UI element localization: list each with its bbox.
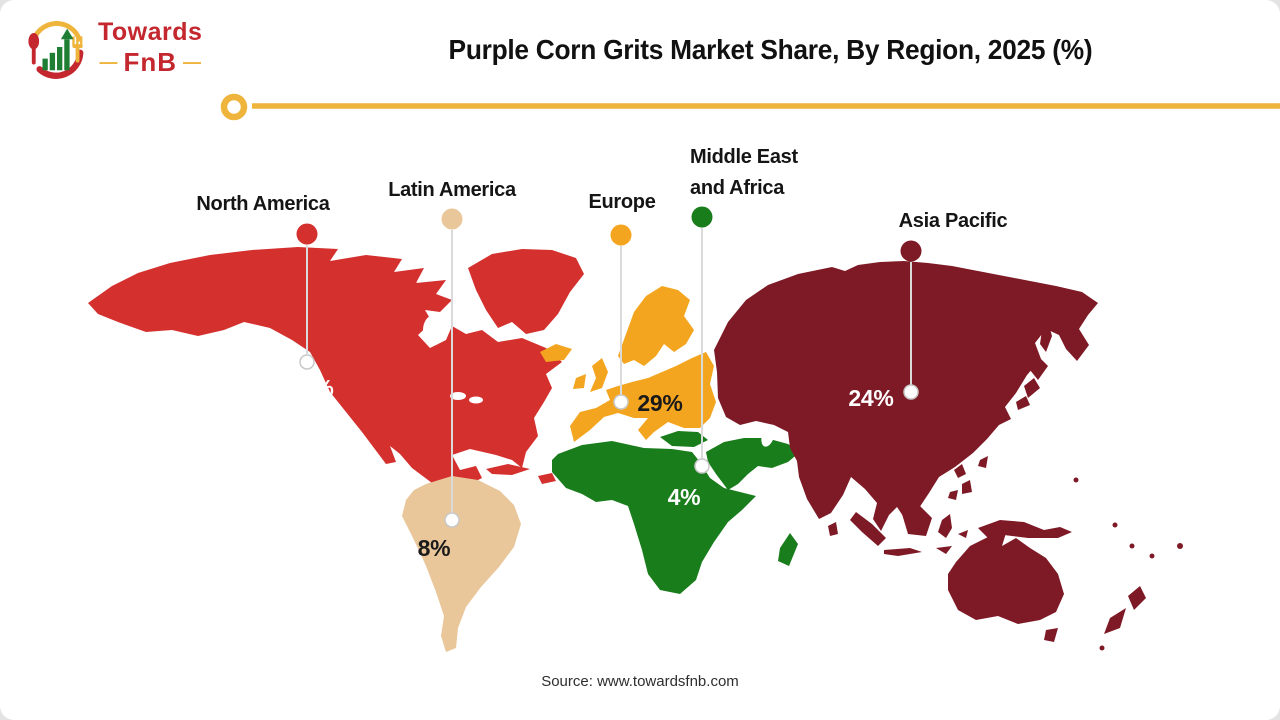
pacific-island-3 (1149, 553, 1155, 559)
sulawesi (938, 514, 952, 538)
arabia-and-iran (706, 438, 800, 490)
brand-logo: Towards — FnB — (26, 14, 202, 80)
leader-endpoint-asia-pacific (903, 384, 919, 400)
brand-dash-right: — (183, 51, 201, 72)
arctic-island-2 (396, 282, 424, 298)
pacific-island-2 (1129, 543, 1135, 549)
philippines-1 (954, 464, 966, 478)
japan-north (1030, 358, 1048, 380)
hudson-bay (423, 315, 445, 345)
region-label-latin-america: Latin America (388, 179, 517, 201)
japan-main (1024, 378, 1040, 398)
brand-logo-icon (28, 21, 84, 79)
header-divider (220, 93, 1280, 121)
region-north-america (88, 247, 584, 514)
taiwan (978, 456, 988, 468)
philippines-3 (948, 490, 958, 500)
region-label-north-america: North America (196, 193, 330, 215)
borneo (902, 506, 932, 536)
caspian-sea (761, 425, 775, 447)
new-guinea (978, 520, 1072, 538)
growth-bars-icon (42, 28, 74, 71)
divider-ring (220, 93, 248, 121)
fork-icon (72, 35, 83, 63)
region-label-middle-east: Middle East (690, 146, 798, 168)
north-america-mainland (88, 247, 562, 514)
leader-endpoint-north-america (299, 354, 315, 370)
great-lakes-west (450, 392, 466, 400)
legend-dot-north-america (296, 223, 318, 245)
spoon-icon (28, 32, 40, 65)
region-latin-america (402, 476, 521, 652)
hispaniola (538, 473, 556, 484)
europe-mainland (570, 352, 716, 442)
tasmania (1044, 628, 1058, 642)
region-value-asia-pacific: 24% (848, 385, 893, 411)
callout-europe: Europe 29% (588, 191, 682, 416)
madagascar (778, 533, 798, 566)
pacific-island-4 (1177, 543, 1183, 549)
africa (552, 441, 756, 594)
region-value-latin-america: 8% (418, 535, 451, 561)
legend-dot-europe (610, 224, 632, 246)
sumatra (850, 512, 886, 546)
hawaii (1073, 477, 1079, 483)
brand-logo-text: Towards — FnB — (98, 17, 203, 77)
brand-word-towards: Towards (98, 17, 203, 46)
great-lakes-east (469, 396, 483, 404)
new-zealand-south (1104, 608, 1126, 634)
region-value-north-america: 35% (288, 375, 333, 401)
page-title: Purple Corn Grits Market Share, By Regio… (448, 34, 1092, 65)
region-label-europe: Europe (588, 191, 655, 213)
philippines-2 (962, 480, 972, 494)
moluccas (958, 530, 968, 538)
callout-north-america: North America 35% (196, 193, 333, 401)
region-europe (540, 286, 716, 442)
south-america (402, 476, 521, 652)
greenland (468, 249, 584, 334)
ireland (573, 374, 586, 389)
callout-latin-america: Latin America 8% (388, 179, 517, 561)
leader-endpoint-middle-east-africa (694, 458, 710, 474)
arctic-island-3 (360, 290, 384, 304)
australia (948, 533, 1064, 624)
java (884, 548, 922, 556)
scandinavia (618, 286, 694, 366)
legend-dot-middle-east-africa (691, 206, 713, 228)
region-middle-east-africa (552, 431, 800, 594)
arrow-up-icon (60, 28, 74, 40)
iceland (540, 344, 572, 362)
callout-middle-east-africa: Middle East and Africa 4% (668, 146, 799, 510)
brand-dash-left: — (99, 51, 118, 72)
arctic-island-1 (352, 266, 388, 282)
region-value-europe: 29% (637, 390, 682, 416)
south-island-speck (1099, 645, 1105, 651)
new-zealand-north (1128, 586, 1146, 610)
cuba (486, 464, 530, 475)
pacific-island-1 (1112, 522, 1118, 528)
source-note: Source: www.towardsfnb.com (541, 673, 739, 690)
callout-asia-pacific: Asia Pacific 24% (848, 210, 1007, 411)
legend-dot-latin-america (441, 208, 463, 230)
japan-south (1016, 396, 1030, 410)
sri-lanka (828, 522, 838, 536)
brand-word-fnb: FnB (123, 46, 177, 77)
timor (936, 546, 952, 554)
turkey (660, 431, 708, 447)
leader-endpoint-europe (613, 394, 629, 410)
leader-endpoint-latin-america (444, 512, 460, 528)
region-label-and-africa: and Africa (690, 177, 785, 199)
region-label-asia-pacific: Asia Pacific (899, 210, 1008, 232)
region-value-middle-east-africa: 4% (668, 484, 701, 510)
sakhalin (1040, 322, 1052, 352)
great-britain (590, 358, 608, 392)
legend-dot-asia-pacific (900, 240, 922, 262)
